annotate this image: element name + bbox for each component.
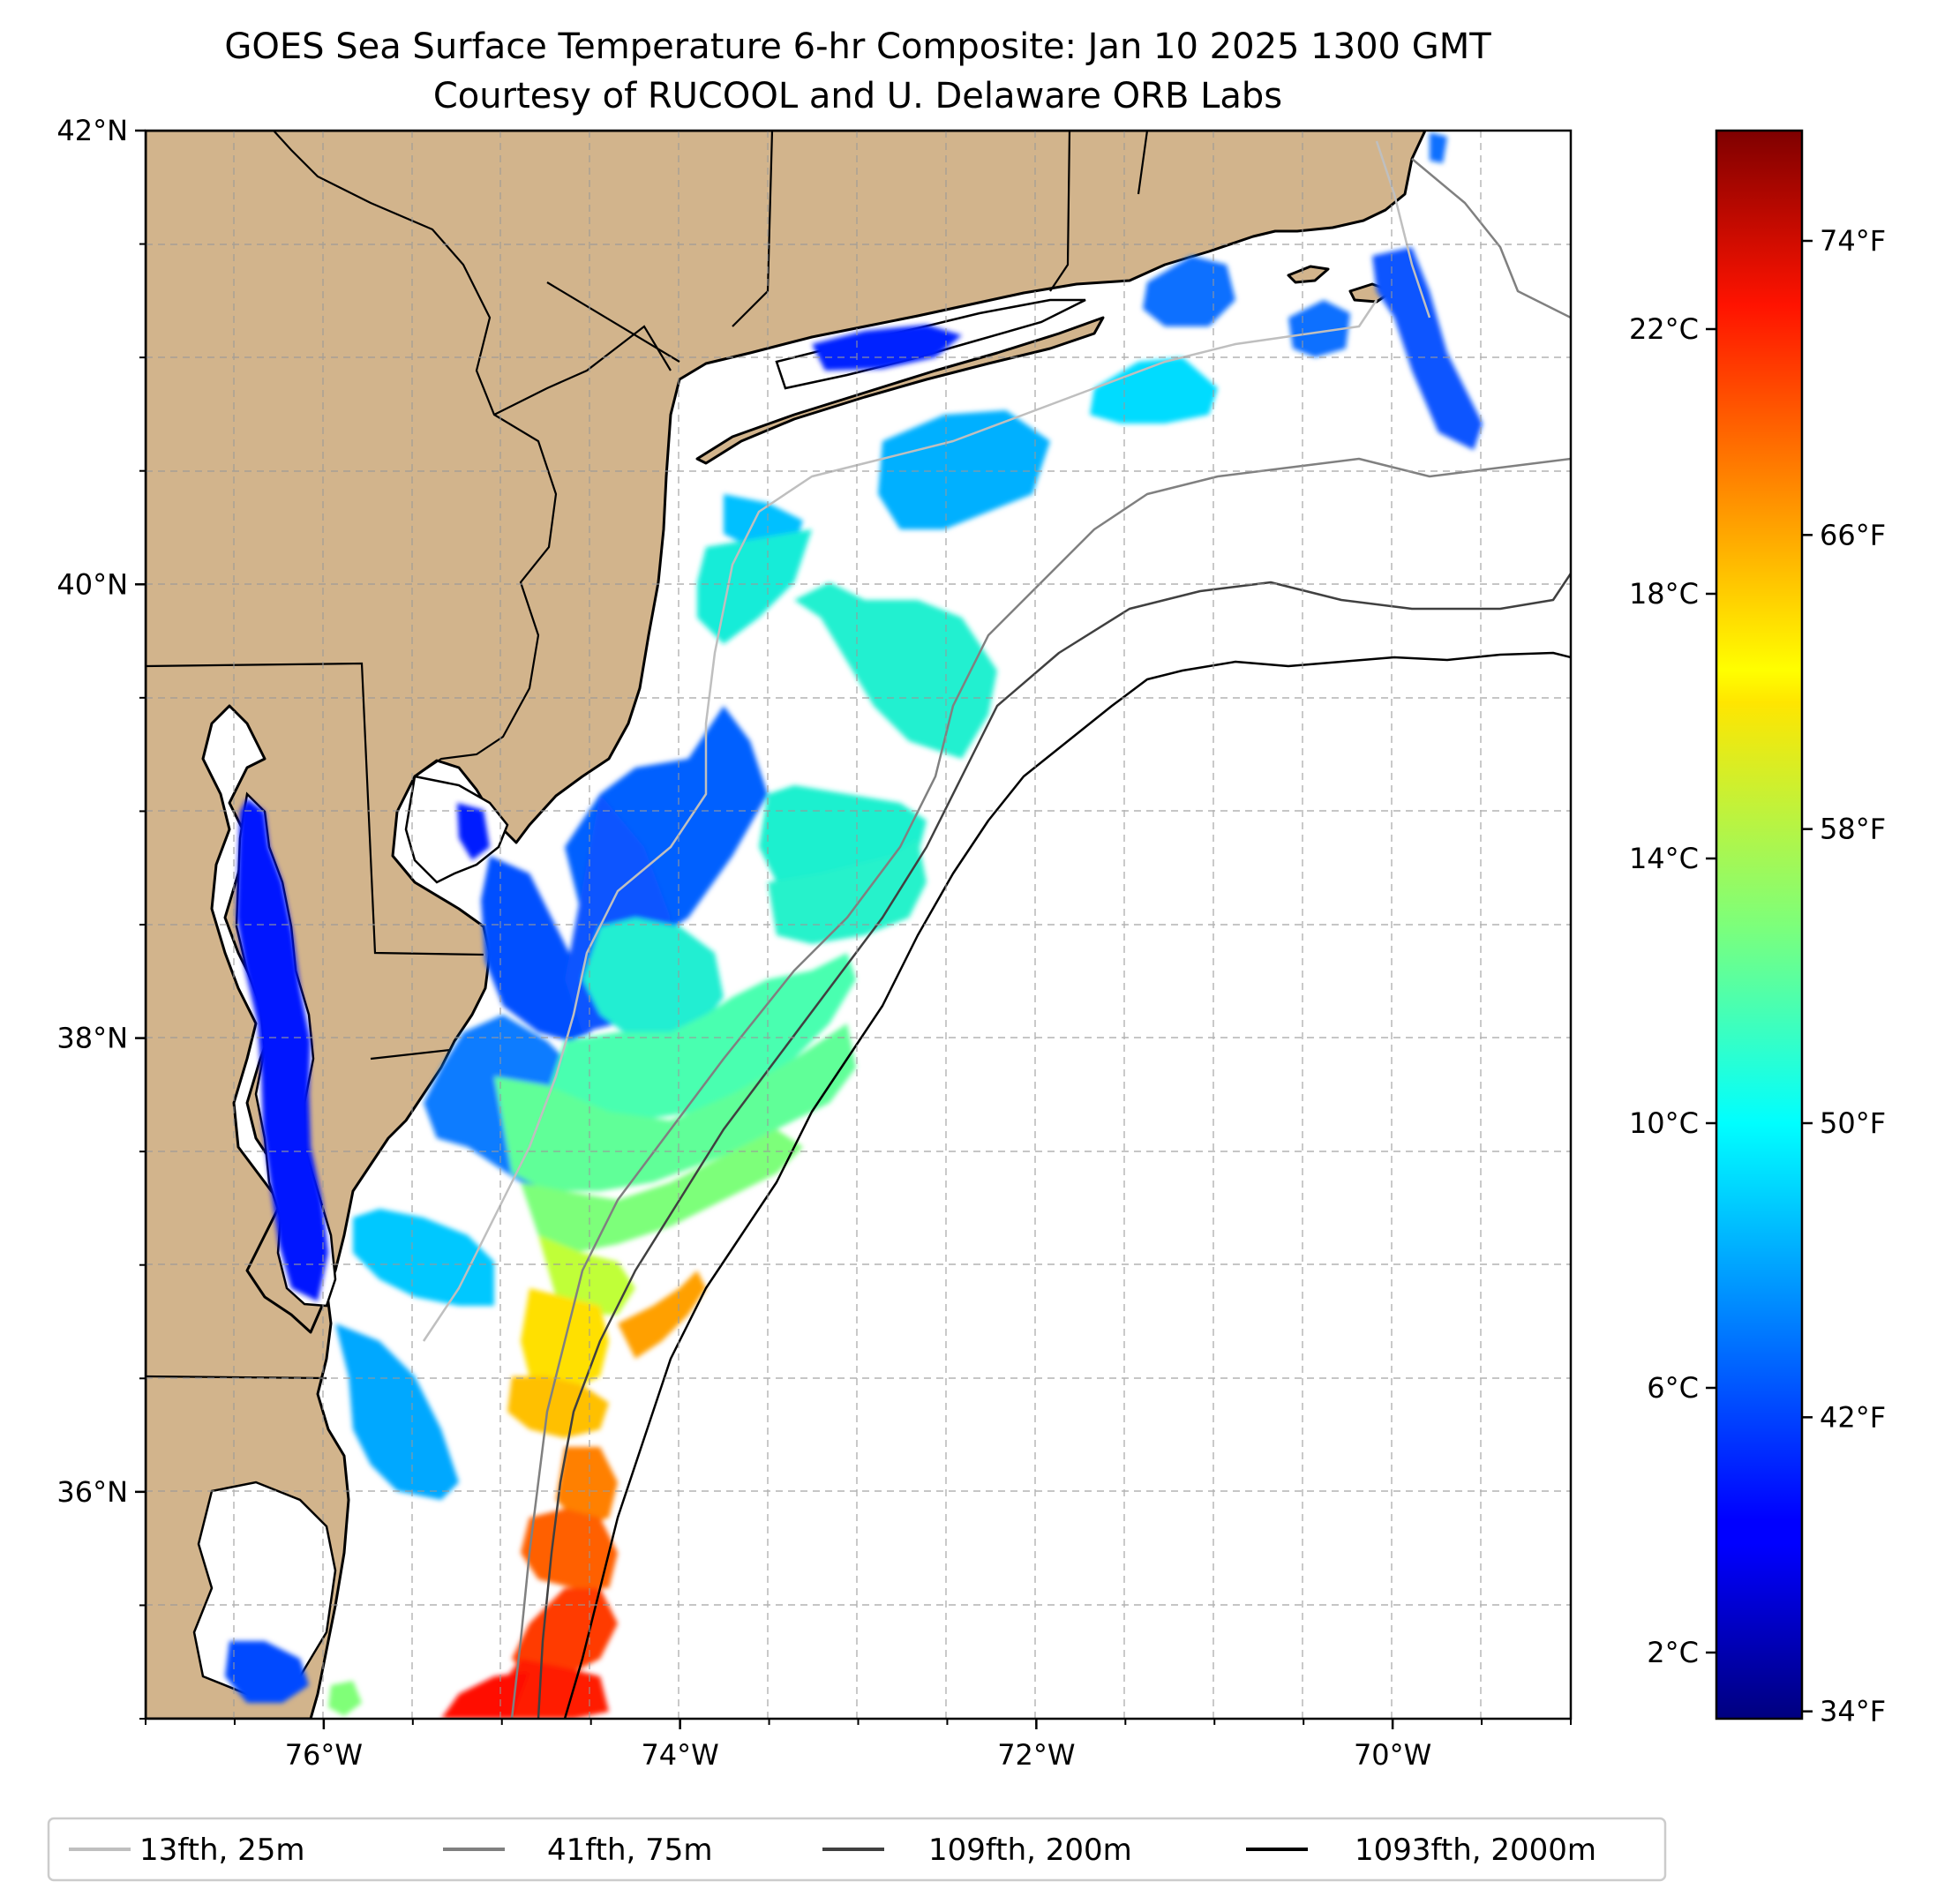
fahrenheit-tick-label: 58°F <box>1820 813 1886 846</box>
sst-patch <box>1372 247 1483 450</box>
land-martha-vineyard <box>1287 265 1330 284</box>
fahrenheit-tick-label: 34°F <box>1820 1695 1886 1728</box>
sst-field <box>225 132 1483 1719</box>
lat-tick-label: 38°N <box>56 1022 128 1055</box>
sst-patch <box>225 1641 309 1703</box>
chart-title: GOES Sea Surface Temperature 6-hr Compos… <box>224 26 1491 67</box>
lon-tick-label: 70°W <box>1354 1738 1431 1772</box>
sst-patch <box>547 953 856 1121</box>
lon-tick-label: 72°W <box>997 1738 1075 1772</box>
sst-patch <box>507 1376 609 1438</box>
contour-25m <box>422 140 1431 1342</box>
sst-patch <box>335 1323 459 1500</box>
contour-200m <box>537 573 1571 1719</box>
lon-tick-label: 76°W <box>285 1738 363 1772</box>
celsius-tick-label: 14°C <box>1629 842 1699 875</box>
land-long-island <box>695 316 1105 465</box>
fahrenheit-tick-label: 50°F <box>1820 1106 1886 1140</box>
lat-tick-label: 36°N <box>56 1475 128 1509</box>
latitude-axis: 42°N 40°N 38°N 36°N <box>56 114 146 1720</box>
celsius-tick-label: 22°C <box>1629 312 1699 346</box>
colorbar-celsius-ticks: 2°C 6°C 10°C 14°C 18°C 22°C <box>1629 312 1716 1669</box>
sst-patch <box>353 1209 494 1306</box>
sst-patch <box>1288 300 1350 357</box>
sst-patch <box>878 410 1050 529</box>
legend-label-25m: 13fth, 25m <box>139 1833 305 1868</box>
sst-patch <box>494 1023 856 1191</box>
legend-label-200m: 109fth, 200m <box>928 1833 1132 1868</box>
fahrenheit-tick-label: 74°F <box>1820 224 1886 258</box>
sst-patch <box>1090 357 1218 424</box>
legend: 13fth, 25m 41fth, 75m 109fth, 200m 1093f… <box>47 1817 1667 1882</box>
celsius-tick-label: 10°C <box>1629 1106 1699 1140</box>
fahrenheit-tick-label: 42°F <box>1820 1400 1886 1434</box>
sst-patch <box>697 529 812 644</box>
fahrenheit-tick-label: 66°F <box>1820 518 1886 551</box>
sst-patch <box>521 1129 803 1253</box>
chart-subtitle: Courtesy of RUCOOL and U. Delaware ORB L… <box>433 76 1282 116</box>
sst-patch <box>512 1588 618 1676</box>
bathymetry <box>422 140 1571 1719</box>
sst-patch <box>457 803 490 860</box>
sst-patch <box>328 1681 362 1716</box>
colorbar-gradient <box>1715 129 1804 1720</box>
sst-patch <box>538 1235 635 1315</box>
colorbar: 2°C 6°C 10°C 14°C 18°C 22°C 34°F 42°F 50°F 58°F 6… <box>1629 129 1886 1728</box>
sst-patch <box>1143 256 1235 326</box>
legend-label-2000m: 1093fth, 2000m <box>1355 1833 1596 1868</box>
celsius-tick-label: 18°C <box>1629 577 1699 611</box>
contour-2000m <box>563 651 1571 1719</box>
legend-label-75m: 41fth, 75m <box>547 1833 713 1868</box>
sst-patch <box>582 918 724 1041</box>
celsius-tick-label: 2°C <box>1647 1636 1699 1669</box>
celsius-tick-label: 6°C <box>1647 1371 1699 1405</box>
sst-patch <box>618 1271 706 1359</box>
sst-patch <box>812 325 962 371</box>
lat-tick-label: 42°N <box>56 114 128 147</box>
sst-patch <box>556 1447 618 1526</box>
sst-patch <box>1430 132 1447 163</box>
map-panel <box>146 131 1571 1719</box>
sst-patch <box>481 856 591 1041</box>
sst-patch <box>441 1672 529 1719</box>
lat-tick-label: 40°N <box>56 567 128 601</box>
contour-75m <box>510 158 1571 1719</box>
longitude-axis: 76°W 74°W 72°W 70°W <box>145 1719 1572 1772</box>
gridlines <box>146 131 1571 1719</box>
sst-patch <box>521 1509 618 1588</box>
colorbar-fahrenheit-ticks: 34°F 42°F 50°F 58°F 66°F 74°F <box>1802 224 1886 1728</box>
lon-tick-label: 74°W <box>641 1738 718 1772</box>
land-mainland <box>146 131 1427 1719</box>
